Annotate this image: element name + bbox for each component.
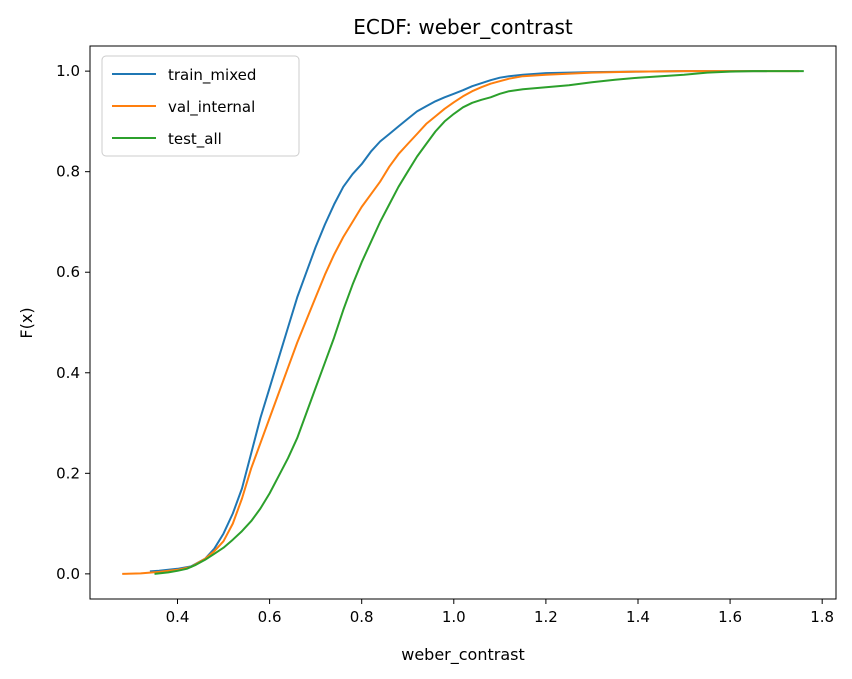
axes-frame bbox=[89, 45, 837, 600]
x-tick-label: 1.8 bbox=[810, 608, 834, 626]
legend-label: test_all bbox=[168, 130, 222, 149]
plot-area bbox=[122, 70, 804, 575]
legend: train_mixed val_internal test_all bbox=[101, 55, 300, 157]
y-tick-label: 0.0 bbox=[56, 565, 80, 583]
x-tick-label: 1.4 bbox=[626, 608, 650, 626]
y-tick-label: 0.2 bbox=[56, 464, 80, 482]
x-tick-label: 0.4 bbox=[166, 608, 190, 626]
y-axis-label: F(x) bbox=[17, 307, 36, 338]
y-tick-label: 0.8 bbox=[56, 163, 80, 181]
series-line-val-internal bbox=[122, 70, 800, 575]
legend-label: val_internal bbox=[168, 98, 255, 117]
axis-ticks: 0.4 0.6 0.8 1.0 1.2 1.4 1.6 1.8 0.0 0.2 0.4 0.6 0.8 1… bbox=[56, 62, 834, 626]
y-tick-label: 0.4 bbox=[56, 364, 80, 382]
series-line-train-mixed bbox=[149, 70, 767, 573]
legend-label: train_mixed bbox=[168, 66, 256, 85]
x-tick-label: 0.6 bbox=[258, 608, 282, 626]
y-tick-label: 1.0 bbox=[56, 62, 80, 80]
chart-title: ECDF: weber_contrast bbox=[353, 15, 573, 39]
x-tick-label: 1.0 bbox=[442, 608, 466, 626]
legend-box bbox=[101, 55, 300, 157]
x-axis-label: weber_contrast bbox=[401, 645, 525, 665]
x-tick-label: 0.8 bbox=[350, 608, 374, 626]
x-tick-label: 1.2 bbox=[534, 608, 558, 626]
y-tick-label: 0.6 bbox=[56, 263, 80, 281]
series-line-test-all bbox=[154, 70, 804, 575]
x-tick-label: 1.6 bbox=[718, 608, 742, 626]
